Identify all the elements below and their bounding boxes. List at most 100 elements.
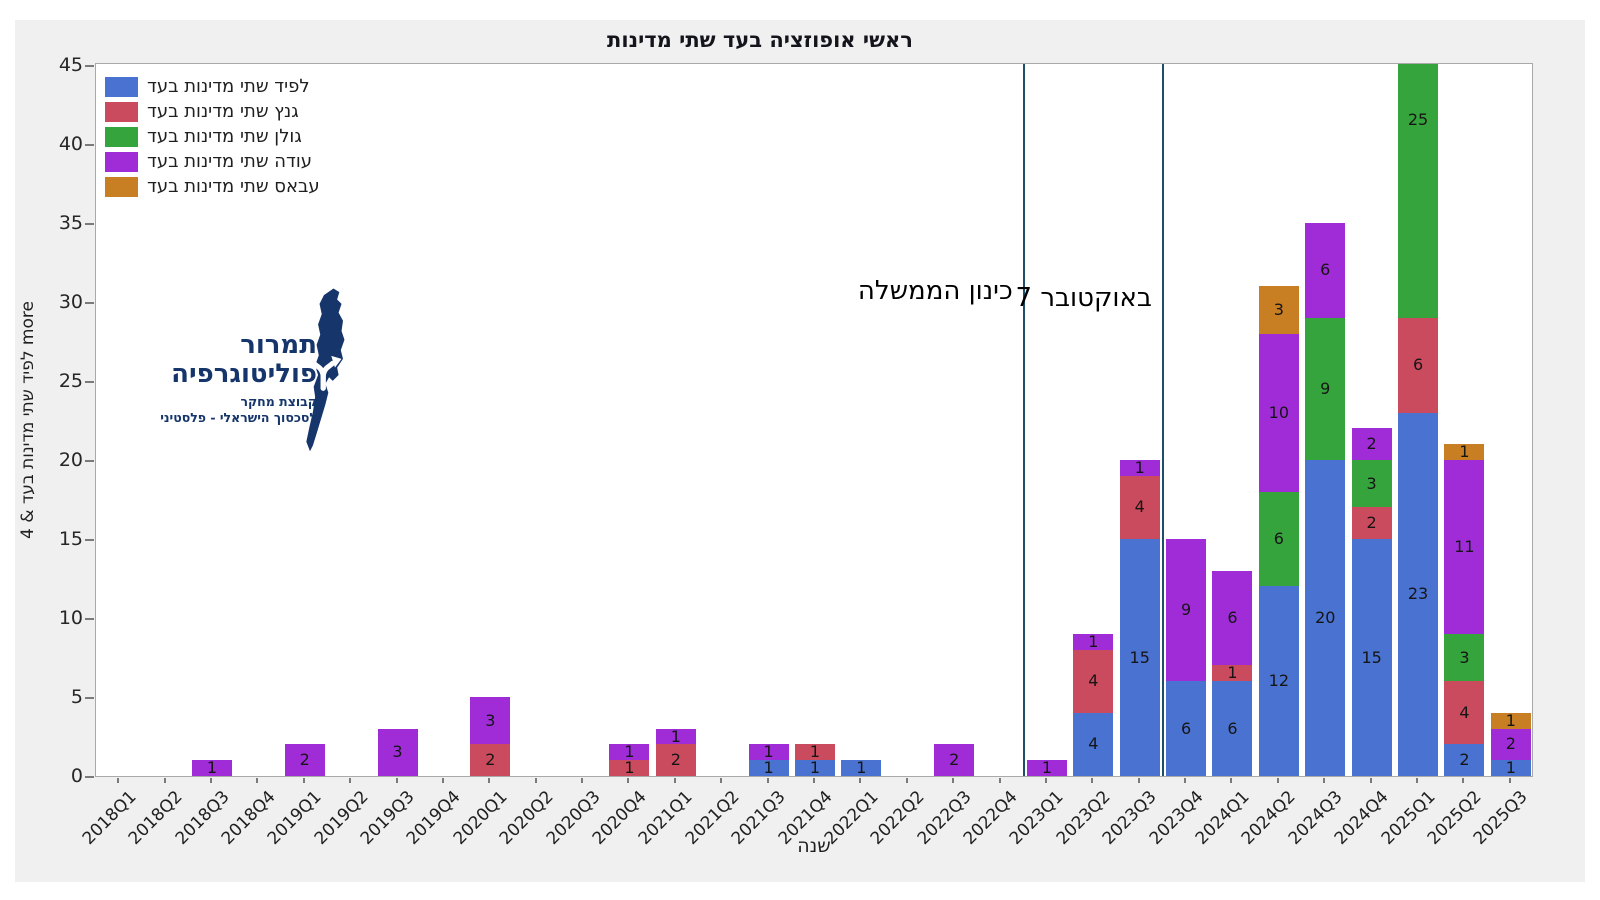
bar-segment: 1: [609, 758, 650, 777]
x-tick-mark: [395, 778, 398, 783]
y-tick-label: 45: [58, 54, 83, 76]
bar-segment-value: 6: [1227, 718, 1238, 738]
bar-segment-value: 1: [624, 758, 635, 777]
bar-segment: 1: [1490, 712, 1531, 729]
bar-segment: 6: [1258, 491, 1299, 587]
y-tick-mark: [85, 381, 94, 383]
bar-segment: 4: [1119, 475, 1160, 539]
bar-segment: 23: [1398, 412, 1439, 776]
bar-2024Q2: 12 6 10 3: [1258, 64, 1299, 776]
bar-segment: 1: [1490, 758, 1531, 777]
bar-segment: 6: [1166, 681, 1207, 776]
bar-segment: 1: [1444, 442, 1485, 462]
logo-line3: קבוצת מחקר: [240, 394, 317, 409]
y-tick-label: 15: [58, 528, 83, 550]
bar-segment-value: 3: [1366, 473, 1377, 493]
x-tick-mark: [998, 778, 1001, 783]
bar-segment-value: 2: [299, 750, 310, 770]
bar-2024Q1: 6 1 6: [1212, 64, 1253, 776]
y-tick-label: 20: [58, 449, 83, 471]
legend-label: גנץ שתי מדינות בעד: [147, 101, 299, 122]
event-annotation: 7 באוקטובר: [1015, 283, 1152, 313]
bar-segment-value: 4: [1088, 671, 1099, 691]
bar-segment-value: 1: [670, 726, 681, 746]
bar-segment: 2: [470, 744, 511, 776]
bar-2024Q3: 20 9 6: [1305, 64, 1346, 776]
chart-title: ראשי אופוזציה בעד שתי מדינות: [607, 28, 913, 52]
bar-segment: 1: [655, 726, 696, 746]
bar-segment-value: 6: [1412, 355, 1424, 375]
bar-2024Q4: 15 2 3 2: [1351, 64, 1392, 776]
bar-segment-value: 4: [1459, 702, 1470, 722]
bar-segment-value: 4: [1088, 734, 1099, 754]
legend-swatch: [105, 151, 138, 172]
x-tick-mark: [905, 778, 908, 783]
bar-segment-value: 1: [1459, 442, 1470, 462]
bar-segment: 1: [1073, 633, 1114, 650]
bar-segment-value: 1: [763, 742, 774, 762]
x-tick-mark: [1276, 778, 1279, 783]
x-tick-mark: [1184, 778, 1187, 783]
bar-segment-value: 9: [1181, 600, 1192, 620]
bar-segment: 15: [1351, 539, 1392, 776]
bar-segment-value: 3: [485, 710, 496, 730]
bar-segment: 1: [795, 760, 835, 776]
bar-segment-value: 1: [1134, 457, 1145, 477]
x-tick-mark: [1137, 778, 1140, 783]
bar-segment-value: 1: [1505, 758, 1516, 777]
x-tick-mark: [488, 778, 491, 783]
bar-segment-value: 4: [1134, 497, 1145, 517]
bar-segment: 4: [1073, 712, 1114, 776]
bar-segment-value: 23: [1407, 584, 1429, 604]
bar-segment: 1: [1212, 665, 1253, 682]
bar-segment: 2: [1351, 507, 1392, 539]
x-tick-mark: [163, 778, 166, 783]
bar-2022Q1: 1: [841, 64, 882, 777]
bar-segment: 1: [1026, 760, 1067, 776]
bar-segment-value: 2: [1366, 513, 1377, 533]
bar-segment: 2: [1351, 428, 1392, 460]
x-tick-mark: [766, 778, 769, 783]
bar-segment-value: 1: [206, 758, 218, 777]
logo-line1: תמרור: [240, 330, 317, 360]
logo-line2: פוליטוגרפיה: [171, 359, 317, 389]
bar-segment-value: 2: [670, 750, 681, 770]
bar-segment-value: 15: [1129, 647, 1150, 667]
y-axis-label: 4 & לפיד שתי מדינות בעד more: [18, 301, 38, 539]
y-tick-mark: [85, 618, 94, 620]
y-tick-label: 35: [58, 212, 83, 234]
bar-segment-value: 1: [809, 758, 821, 777]
x-tick-mark: [1044, 778, 1047, 783]
bar-2025Q2: 2 4 3 11 1: [1444, 64, 1485, 776]
bar-2019Q1: 2: [284, 64, 325, 776]
y-tick-mark: [85, 144, 94, 146]
bar-segment: 4: [1444, 681, 1485, 745]
plot-area: 1 2 3 2 3 1 1 2 1 1 1 1 1 1 2 1 4 4 1 15 4 1 6 9 6 1 6 12 6 10 3 20 9 6 15…: [95, 63, 1533, 777]
bar-segment-value: 2: [1366, 434, 1377, 454]
y-tick-label: 30: [58, 291, 83, 313]
x-tick-mark: [813, 778, 815, 783]
bar-segment-value: 3: [1459, 647, 1470, 667]
x-tick-mark: [1369, 778, 1372, 783]
y-tick-mark: [85, 460, 94, 462]
legend-swatch: [105, 126, 138, 147]
bar-segment: 11: [1444, 460, 1485, 634]
bar-segment: 2: [284, 744, 325, 776]
y-tick-label: 5: [70, 686, 83, 708]
bar-segment: 6: [1212, 570, 1253, 666]
bar-2019Q3: 3: [377, 64, 418, 776]
x-tick-mark: [117, 778, 120, 783]
x-tick-mark: [581, 778, 584, 783]
legend-label: גולן שתי מדינות בעד: [147, 126, 302, 147]
bar-segment-value: 1: [856, 758, 867, 777]
y-tick-mark: [85, 302, 94, 304]
bar-segment: 1: [1119, 457, 1160, 477]
bar-segment-value: 9: [1320, 378, 1331, 398]
bar-segment: 1: [841, 758, 882, 777]
bar-segment-value: 1: [763, 758, 774, 777]
bar-segment-value: 2: [949, 750, 960, 770]
